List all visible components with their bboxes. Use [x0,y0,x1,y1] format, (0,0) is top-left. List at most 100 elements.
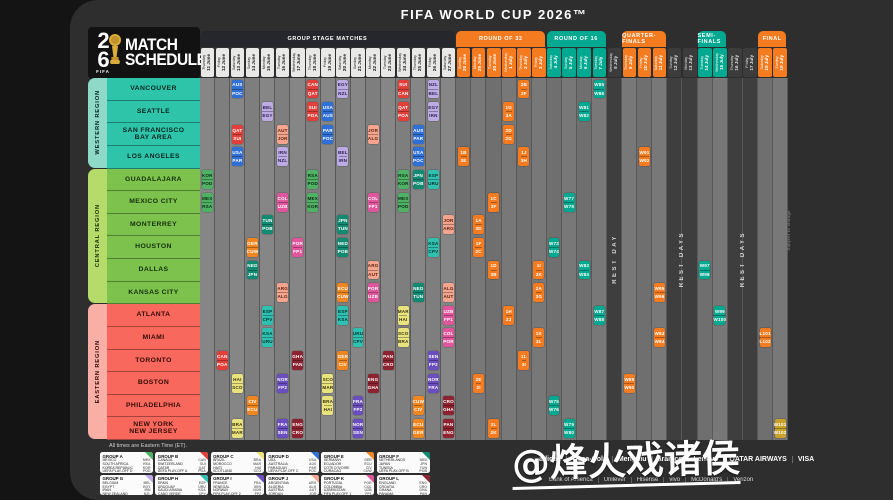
match-cell: W97 W98 [699,260,711,280]
group-team-row: HAITI HAI [213,465,262,470]
grid-column [501,78,517,440]
grid-column [622,78,638,440]
date-chip-label: Saturday 11 July [654,54,664,71]
match-cell: 1L 3I [518,351,530,370]
match-cell: W85 W86 [593,79,605,99]
match-cell: W95 W96 [654,283,665,303]
group-box-e: GROUP E GERMANY GER ECUADOR ECU COTE D'IVOIRE… [321,452,375,473]
grid-column [576,78,592,440]
date-chip-label: Friday 3 July [533,55,543,70]
date-chip: Monday 22 June [366,48,380,77]
date-chip: Friday 12 June [215,48,230,77]
date-chip-label: Monday 13 July [684,54,694,71]
date-chip: Saturday 4 July [547,48,561,77]
sponsor-logo-qatar-airways: QATAR AIRWAYS [724,456,793,463]
group-team-row: UEFA PLAY-OFF D POD [102,469,151,473]
group-box-title: GROUP G [102,476,124,482]
grid-column [230,78,246,440]
date-chip-label: Wednesday 8 July [609,53,618,72]
date-chip-label: Sunday 28 June [458,53,468,72]
date-chip-label: Monday 15 June [262,53,272,72]
match-cell: BEL EGY [262,102,273,122]
match-cell: W81 W82 [578,102,590,122]
date-chip-label: Friday 26 June [428,53,437,72]
date-chip-label: Wednesday 17 June [292,53,302,72]
match-cell: PAN CRO [382,351,394,370]
rest-day-column: REST DAYS [739,230,746,288]
grid-column [350,78,366,440]
date-chip-label: Thursday 16 July [729,54,739,71]
group-team-row: EGYPT EGY [102,484,151,489]
date-chip: Saturday 27 June [441,48,456,77]
match-cell: SCO BRA [397,328,409,348]
group-team-row: CABO VERDE CPV [157,492,206,496]
grid-column [486,78,502,440]
match-cell: USA POC [412,147,424,167]
group-team-row: BRAZIL BRA [213,458,262,462]
date-chip-label: Sunday 5 July [563,55,573,70]
grid-column [396,78,412,440]
city-row-san-francisco-bay-area: SAN FRANCISCO BAY AREA [107,123,200,146]
group-color-corner [255,474,264,483]
date-chip: Thursday 16 July [728,48,742,77]
group-team-row: NETHERLANDS NED [379,458,427,462]
sponsor-logo-coca-cola: Coca-Cola [567,456,613,463]
date-chip-label: Saturday 4 July [548,55,558,70]
group-team-row: COLOMBIA COL [323,484,372,489]
grid-column [561,78,577,440]
group-color-corner [310,474,319,483]
date-chip-label: Thursday 2 July [518,55,528,70]
group-team-row: UEFA PLAY-OFF A POA [157,469,206,473]
date-chip: Wednesday 15 July [713,48,727,77]
grid-column [215,78,231,440]
grid-column [200,78,216,440]
grid-column [441,78,457,440]
grid-column [757,78,773,440]
date-chip-label: Wednesday 24 June [397,53,407,72]
city-row-atlanta: ATLANTA [107,304,200,327]
match-cell: ESP URU [427,170,439,189]
match-cell: 2A 3G [533,283,545,303]
grid-column [667,78,683,440]
group-team-row: ECUADOR ECU [323,461,372,466]
group-team-row: SPAIN ESP [157,480,206,485]
city-row-kansas-city: KANSAS CITY [107,281,200,305]
date-chip-label: Saturday 20 June [337,53,347,72]
date-chip: Monday 13 July [682,48,697,77]
date-chip-label: Thursday 9 July [624,55,633,70]
match-cell: NOR FP2 [277,373,289,393]
group-team-row: MEXICO MEX [102,458,151,462]
stage-header-group-stage-matches: GROUP STAGE MATCHES [200,31,455,47]
group-team-row: KOREA REPUBLIC KOR [102,465,151,470]
match-cell: 1F 2C [473,237,485,257]
match-cell: 1J 3H [518,147,530,167]
match-cell: CAN POA [216,351,228,370]
date-chip: Tuesday 14 July [698,48,712,77]
logo-text: MATCH SCHEDULE [125,35,207,69]
match-cell: GHA PAN [292,351,304,370]
date-chip: Monday 29 June [471,48,486,77]
date-chip: Sunday 28 June [456,48,471,77]
match-cell: CRO GHA [443,396,454,416]
group-team-row: MOROCCO MAR [213,461,262,466]
sponsor-logo-adidas: adidas [534,456,568,463]
date-chip: Friday 10 July [637,48,652,77]
group-team-row: SOUTH AFRICA RSA [102,461,151,466]
grid-column [637,78,653,440]
group-team-row: IRAN IRN [102,488,151,493]
match-cell: COL UZB [277,192,289,212]
match-cell: 1C 3F [488,192,500,212]
date-chip: Friday 17 July [743,48,757,77]
date-chip: Saturday 11 July [652,48,667,77]
date-chip: Thursday 11 June [200,48,215,77]
city-row-philadelphia: PHILADELPHIA [107,394,200,418]
match-cell: L101 L102 [759,328,771,348]
date-chip-label: Wednesday 1 July [503,53,513,72]
grid-column [546,78,562,440]
match-cell: W99 W100 [713,305,727,325]
match-cell: 1G 3A [503,102,515,122]
grid-column [275,78,291,440]
grid-column [531,78,547,440]
date-chip-label: Sunday 14 June [247,53,256,72]
match-cell: AUT JOR [277,124,289,144]
